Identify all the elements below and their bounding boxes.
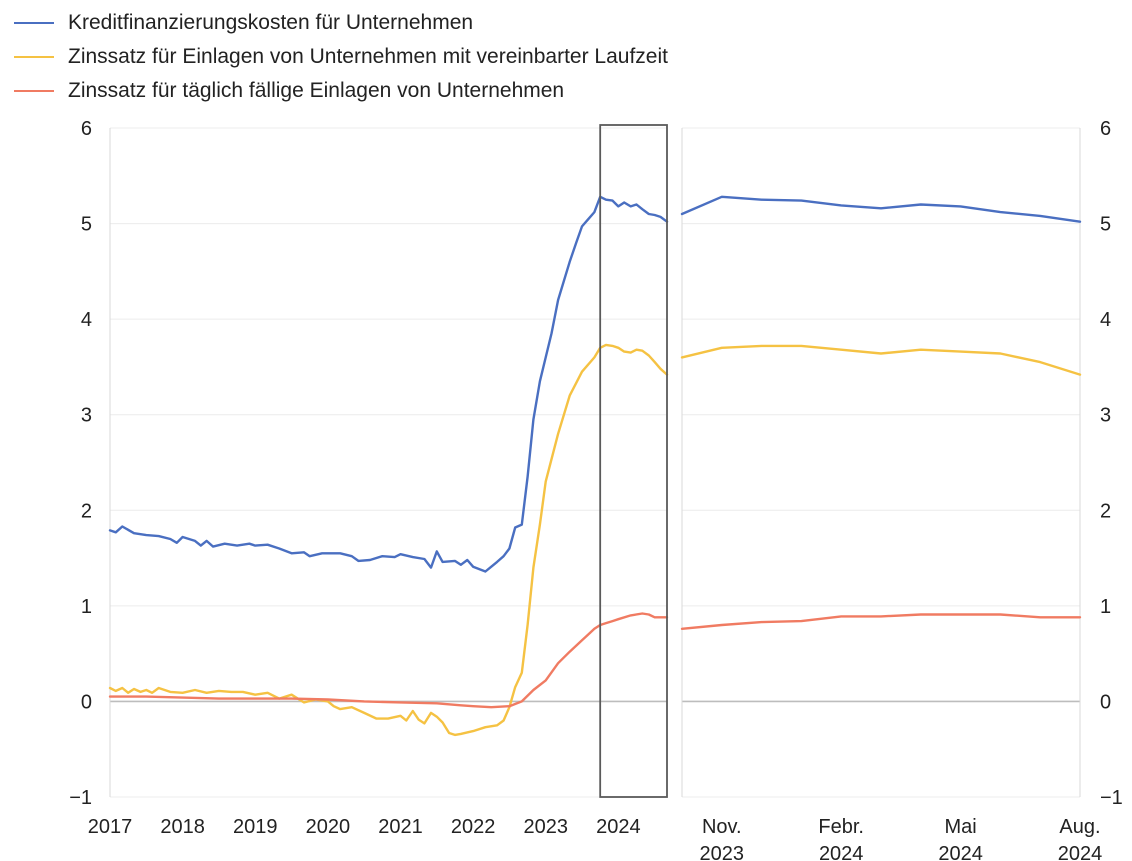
legend-item-overnight-deposits: Zinssatz für täglich fällige Einlagen vo… [14,74,668,108]
x-tick-label: 2024 [1058,843,1103,861]
y-tick-label: 1 [1100,596,1111,618]
right-panel: −1 0 1 2 3 4 5 6 Nov. 2023 Febr. 2024 Mai 2024 Aug. 202… [680,118,1123,861]
highlight-box [599,124,668,798]
x-tick-label: Nov. [702,816,742,838]
x-tick-label: Mai [944,816,976,838]
y-tick-label: 4 [81,309,92,331]
x-tick-label: 2019 [233,816,278,838]
legend-label: Kreditfinanzierungskosten für Unternehme… [68,11,474,34]
y-tick-label: 0 [1100,691,1111,713]
series-line [680,344,1082,376]
x-tick-label: 2020 [306,816,351,838]
x-tick-label: 2017 [88,816,133,838]
x-tick-label: 2024 [938,843,983,861]
y-tick-label: 1 [81,596,92,618]
x-tick-label: Febr. [818,816,864,838]
series-line [680,613,1082,630]
y-tick-label: 2 [81,500,92,522]
y-tick-label: 5 [1100,214,1111,236]
legend-swatch-red [14,89,54,93]
legend-label: Zinssatz für täglich fällige Einlagen vo… [68,79,565,102]
legend-item-term-deposits: Zinssatz für Einlagen von Unternehmen mi… [14,40,668,74]
legend-swatch-yellow [14,55,54,59]
x-tick-label: 2022 [451,816,496,838]
y-tick-label: 4 [1100,309,1111,331]
y-tick-label: −1 [69,787,92,809]
y-tick-label: 6 [81,118,92,140]
x-tick-label: Aug. [1059,816,1100,838]
left-panel: −1 0 1 2 3 4 5 6 2017 2018 2019 2020 2021 2022 2023 202… [69,118,669,838]
y-tick-label: 0 [81,691,92,713]
legend: Kreditfinanzierungskosten für Unternehme… [14,6,668,108]
x-tick-label: 2023 [523,816,568,838]
x-tick-label: 2023 [700,843,745,861]
y-tick-label: 3 [1100,405,1111,427]
series-line [680,195,1082,223]
x-tick-label: 2018 [160,816,205,838]
x-tick-label: 2021 [378,816,423,838]
legend-swatch-blue [14,21,54,25]
x-tick-label: 2024 [596,816,641,838]
y-tick-label: 3 [81,405,92,427]
y-tick-label: 2 [1100,500,1111,522]
y-tick-label: −1 [1100,787,1123,809]
series-line [108,195,669,573]
y-tick-label: 6 [1100,118,1111,140]
series-line [108,612,669,709]
legend-label: Zinssatz für Einlagen von Unternehmen mi… [68,45,668,68]
x-tick-label: 2024 [819,843,864,861]
y-tick-label: 5 [81,214,92,236]
legend-item-credit-costs: Kreditfinanzierungskosten für Unternehme… [14,6,668,40]
